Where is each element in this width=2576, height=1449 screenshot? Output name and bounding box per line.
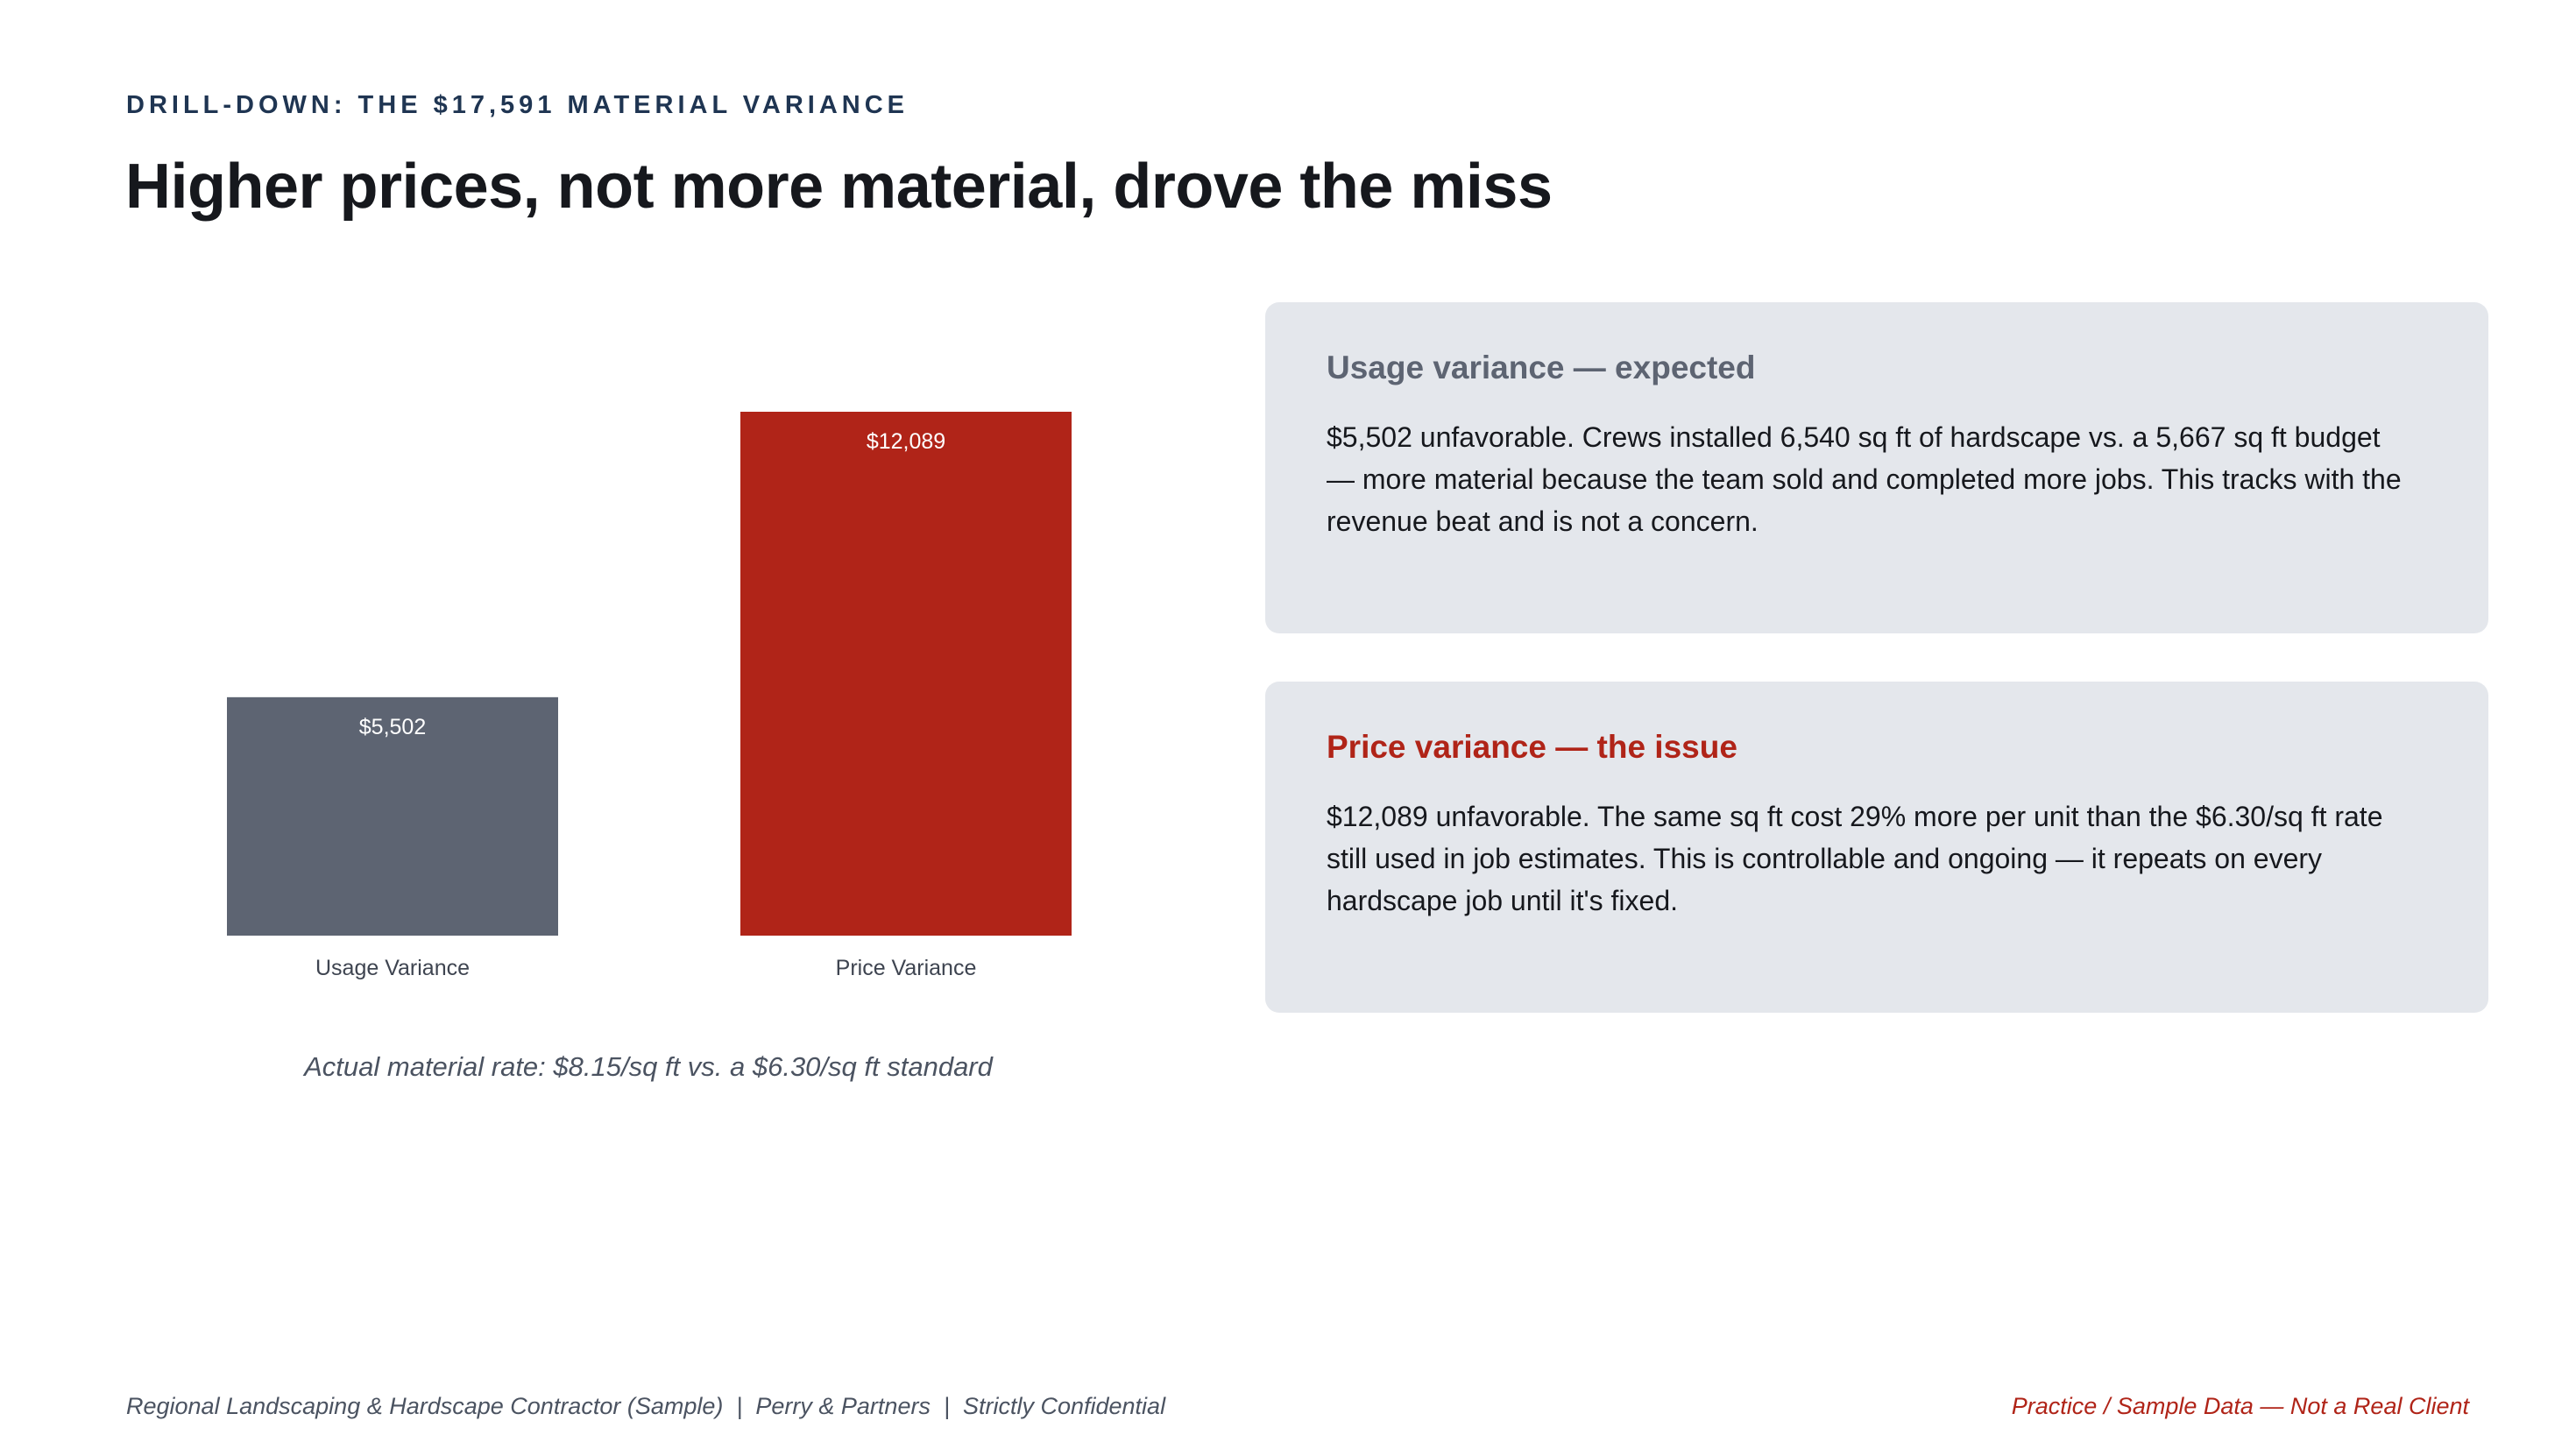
eyebrow-label: DRILL-DOWN: THE $17,591 MATERIAL VARIANC… bbox=[126, 91, 909, 119]
usage-variance-card: Usage variance — expected $5,502 unfavor… bbox=[1265, 302, 2488, 633]
price-card-title: Price variance — the issue bbox=[1327, 729, 1737, 765]
price-variance-card: Price variance — the issue $12,089 unfav… bbox=[1265, 682, 2488, 1013]
chart-note: Actual material rate: $8.15/sq ft vs. a … bbox=[304, 1051, 993, 1082]
category-label: Usage Variance bbox=[315, 956, 470, 980]
bar-usage-variance bbox=[227, 696, 558, 936]
footer-sample-note: Practice / Sample Data — Not a Real Clie… bbox=[2011, 1393, 2469, 1419]
category-label: Price Variance bbox=[836, 956, 977, 980]
usage-card-title: Usage variance — expected bbox=[1327, 350, 1756, 385]
price-card-body: $12,089 unfavorable. The same sq ft cost… bbox=[1327, 801, 2383, 916]
bar-price-variance bbox=[740, 412, 1072, 936]
usage-card-body: $5,502 unfavorable. Crews installed 6,54… bbox=[1327, 421, 2402, 537]
variance-bar-chart: $5,502 Usage Variance $12,089 Price Varianc… bbox=[227, 412, 1072, 980]
footer-confidential: Regional Landscaping & Hardscape Contrac… bbox=[126, 1393, 1166, 1419]
page-title: Higher prices, not more material, drove … bbox=[125, 152, 1553, 222]
bar-data-label: $5,502 bbox=[359, 715, 426, 739]
bar-data-label: $12,089 bbox=[867, 429, 945, 454]
